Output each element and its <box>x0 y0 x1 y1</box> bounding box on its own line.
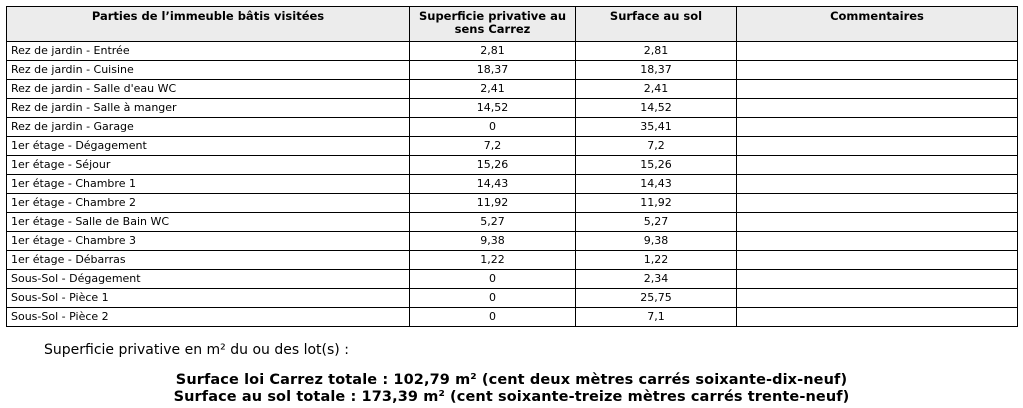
surface-table: Parties de l’immeuble bâtis visitées Sup… <box>6 6 1018 327</box>
table-row: Rez de jardin - Salle d'eau WC 2,41 2,41 <box>6 79 1018 99</box>
cell-part: Sous-Sol - Pièce 2 <box>6 307 410 327</box>
cell-sol: 14,52 <box>575 98 737 118</box>
cell-carrez: 0 <box>409 288 576 308</box>
cell-comment <box>736 288 1018 308</box>
cell-carrez: 9,38 <box>409 231 576 251</box>
cell-carrez: 1,22 <box>409 250 576 270</box>
cell-sol: 18,37 <box>575 60 737 80</box>
cell-carrez: 0 <box>409 307 576 327</box>
cell-comment <box>736 269 1018 289</box>
table-row: 1er étage - Chambre 3 9,38 9,38 <box>6 231 1018 251</box>
cell-part: 1er étage - Chambre 1 <box>6 174 410 194</box>
cell-carrez: 18,37 <box>409 60 576 80</box>
table-row: Rez de jardin - Cuisine 18,37 18,37 <box>6 60 1018 80</box>
summary-label: Superficie privative en m² du ou des lot… <box>44 342 349 358</box>
cell-carrez: 11,92 <box>409 193 576 213</box>
table-row: Rez de jardin - Salle à manger 14,52 14,52 <box>6 98 1018 118</box>
cell-part: 1er étage - Débarras <box>6 250 410 270</box>
cell-comment <box>736 250 1018 270</box>
cell-sol: 7,2 <box>575 136 737 156</box>
cell-sol: 2,81 <box>575 41 737 61</box>
cell-comment <box>736 117 1018 137</box>
cell-sol: 15,26 <box>575 155 737 175</box>
table-row: Sous-Sol - Dégagement 0 2,34 <box>6 269 1018 289</box>
cell-part: 1er étage - Dégagement <box>6 136 410 156</box>
cell-carrez: 0 <box>409 269 576 289</box>
cell-part: Sous-Sol - Pièce 1 <box>6 288 410 308</box>
cell-carrez: 0 <box>409 117 576 137</box>
cell-part: 1er étage - Chambre 2 <box>6 193 410 213</box>
cell-part: Sous-Sol - Dégagement <box>6 269 410 289</box>
header-comments: Commentaires <box>736 6 1018 42</box>
cell-carrez: 2,81 <box>409 41 576 61</box>
cell-part: 1er étage - Salle de Bain WC <box>6 212 410 232</box>
cell-carrez: 7,2 <box>409 136 576 156</box>
cell-carrez: 5,27 <box>409 212 576 232</box>
cell-sol: 11,92 <box>575 193 737 213</box>
cell-sol: 9,38 <box>575 231 737 251</box>
cell-sol: 7,1 <box>575 307 737 327</box>
table-row: 1er étage - Chambre 2 11,92 11,92 <box>6 193 1018 213</box>
cell-carrez: 14,52 <box>409 98 576 118</box>
table-row: 1er étage - Chambre 1 14,43 14,43 <box>6 174 1018 194</box>
cell-sol: 5,27 <box>575 212 737 232</box>
table-header-row: Parties de l’immeuble bâtis visitées Sup… <box>6 6 1018 42</box>
cell-carrez: 15,26 <box>409 155 576 175</box>
table-row: Sous-Sol - Pièce 1 0 25,75 <box>6 288 1018 308</box>
cell-part: Rez de jardin - Salle d'eau WC <box>6 79 410 99</box>
cell-part: Rez de jardin - Salle à manger <box>6 98 410 118</box>
cell-part: 1er étage - Séjour <box>6 155 410 175</box>
cell-sol: 25,75 <box>575 288 737 308</box>
cell-comment <box>736 231 1018 251</box>
cell-comment <box>736 174 1018 194</box>
sol-total: Surface au sol totale : 173,39 m² (cent … <box>173 389 850 405</box>
table-row: 1er étage - Salle de Bain WC 5,27 5,27 <box>6 212 1018 232</box>
table-row: 1er étage - Séjour 15,26 15,26 <box>6 155 1018 175</box>
header-part: Parties de l’immeuble bâtis visitées <box>6 6 410 42</box>
cell-sol: 2,41 <box>575 79 737 99</box>
cell-comment <box>736 60 1018 80</box>
cell-sol: 14,43 <box>575 174 737 194</box>
header-carrez: Superficie privative au sens Carrez <box>409 6 576 42</box>
cell-part: 1er étage - Chambre 3 <box>6 231 410 251</box>
cell-part: Rez de jardin - Cuisine <box>6 60 410 80</box>
header-sol: Surface au sol <box>575 6 737 42</box>
cell-part: Rez de jardin - Garage <box>6 117 410 137</box>
cell-part: Rez de jardin - Entrée <box>6 41 410 61</box>
table-row: Rez de jardin - Entrée 2,81 2,81 <box>6 41 1018 61</box>
cell-comment <box>736 307 1018 327</box>
cell-comment <box>736 41 1018 61</box>
cell-comment <box>736 212 1018 232</box>
table-row: 1er étage - Dégagement 7,2 7,2 <box>6 136 1018 156</box>
cell-sol: 35,41 <box>575 117 737 137</box>
cell-comment <box>736 98 1018 118</box>
cell-sol: 2,34 <box>575 269 737 289</box>
table-row: 1er étage - Débarras 1,22 1,22 <box>6 250 1018 270</box>
cell-comment <box>736 155 1018 175</box>
table-body: Rez de jardin - Entrée 2,81 2,81 Rez de jar… <box>6 41 1018 327</box>
cell-carrez: 14,43 <box>409 174 576 194</box>
carrez-total: Surface loi Carrez totale : 102,79 m² (c… <box>175 372 848 388</box>
cell-sol: 1,22 <box>575 250 737 270</box>
cell-comment <box>736 136 1018 156</box>
cell-comment <box>736 193 1018 213</box>
cell-carrez: 2,41 <box>409 79 576 99</box>
table-row: Sous-Sol - Pièce 2 0 7,1 <box>6 307 1018 327</box>
table-row: Rez de jardin - Garage 0 35,41 <box>6 117 1018 137</box>
cell-comment <box>736 79 1018 99</box>
